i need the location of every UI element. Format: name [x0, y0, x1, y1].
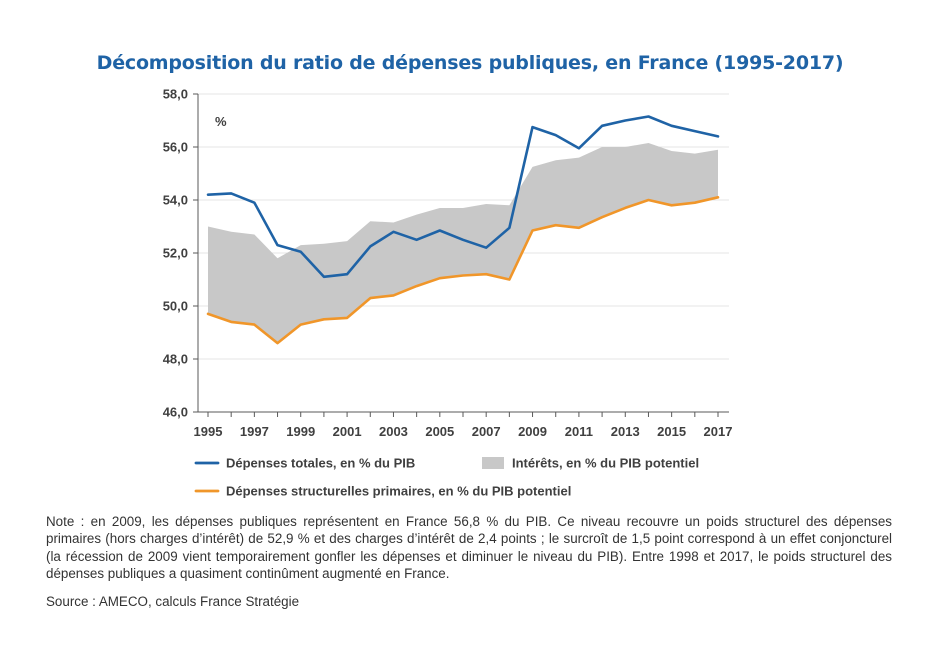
y-tick-label: 54,0 — [163, 193, 188, 208]
interest-area — [208, 143, 718, 344]
chart-title: Décomposition du ratio de dépenses publi… — [96, 52, 844, 74]
x-tick-label: 2011 — [565, 424, 593, 439]
y-tick-label: 50,0 — [163, 299, 188, 314]
y-tick-label: 48,0 — [163, 352, 188, 367]
legend-item: Intérêts, en % du PIB potentiel — [482, 456, 699, 471]
x-tick-label: 1999 — [286, 424, 315, 439]
legend-label: Dépenses totales, en % du PIB — [226, 456, 415, 471]
x-tick-labels: 1995 1997 1999 2001 2003 2005 2007 2009 2011 2013… — [194, 424, 733, 439]
legend-swatch-box — [482, 457, 504, 469]
legend-label: Intérêts, en % du PIB potentiel — [512, 456, 699, 471]
x-tick-label: 2017 — [704, 424, 733, 439]
chart: 46,048,050,052,054,056,058,0 1995 1997 199… — [163, 87, 733, 499]
x-tick-label: 2009 — [518, 424, 547, 439]
y-tick-label: 58,0 — [163, 87, 188, 102]
y-tick-label: 52,0 — [163, 246, 188, 261]
y-axis-unit-label: % — [215, 114, 227, 129]
y-tick-label: 46,0 — [163, 405, 188, 420]
legend-item: Dépenses totales, en % du PIB — [194, 456, 415, 471]
total-spending-line — [206, 115, 720, 279]
x-tick-label: 2003 — [379, 424, 408, 439]
axes — [193, 93, 729, 417]
x-tick-label: 2013 — [611, 424, 640, 439]
x-tick-label: 2007 — [472, 424, 501, 439]
series-lines — [206, 115, 720, 345]
source-text: Source : AMECO, calculs France Stratégie — [46, 594, 300, 609]
x-tick-label: 2015 — [657, 424, 686, 439]
y-tick-label: 56,0 — [163, 140, 188, 155]
note-text: Note : en 2009, les dépenses publiques r… — [46, 514, 892, 582]
x-tick-label: 1995 — [194, 424, 223, 439]
x-tick-label: 2005 — [425, 424, 454, 439]
legend: Dépenses totales, en % du PIB Intérêts, e… — [194, 456, 699, 499]
interest-band — [208, 143, 718, 344]
x-tick-label: 1997 — [240, 424, 269, 439]
x-tick-label: 2001 — [333, 424, 362, 439]
y-tick-labels: 46,0 48,0 50,0 52,0 54,0 56,0 58,0 — [163, 87, 188, 420]
legend-item: Dépenses structurelles primaires, en % d… — [194, 484, 571, 499]
legend-label: Dépenses structurelles primaires, en % d… — [226, 484, 571, 499]
structural-spending-line — [206, 196, 720, 345]
